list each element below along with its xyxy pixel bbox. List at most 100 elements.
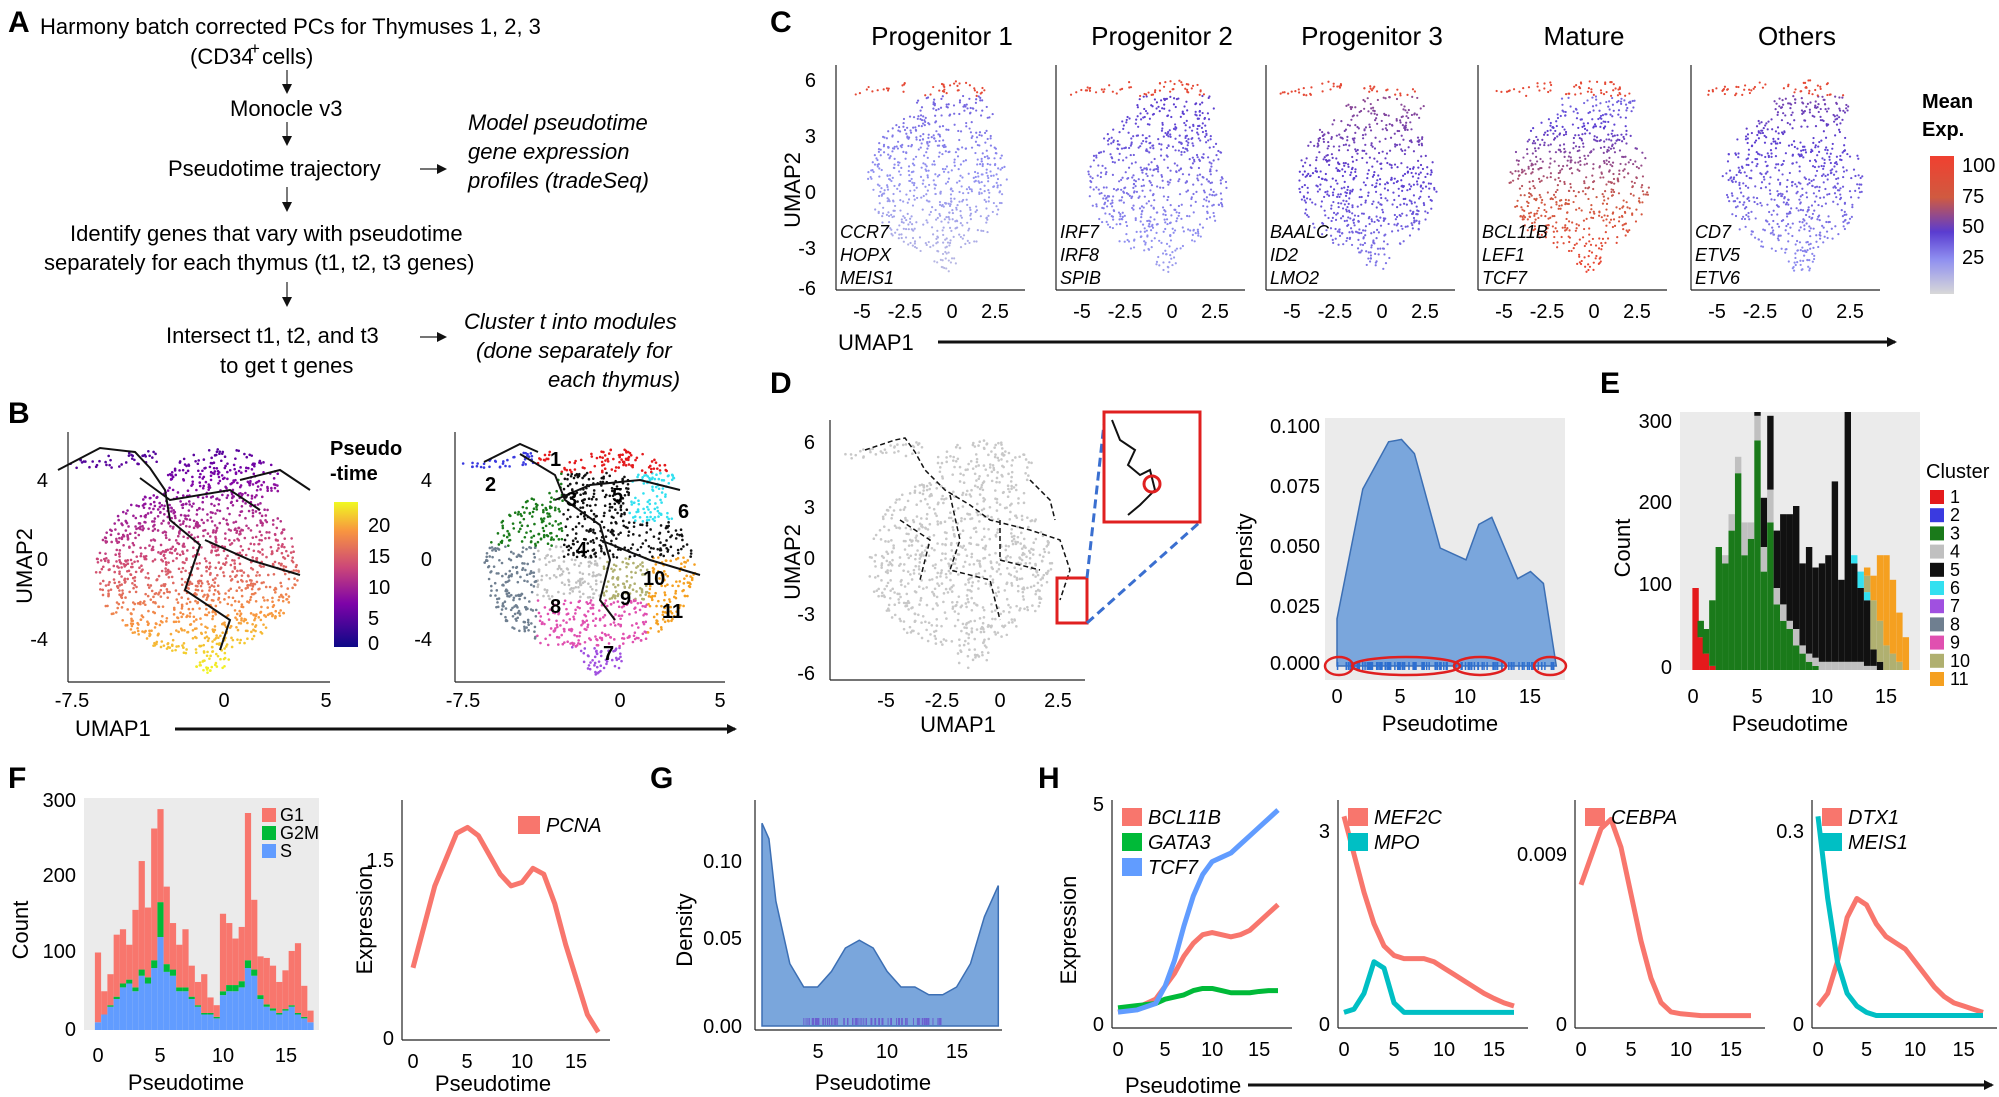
c-module-cell-point bbox=[1102, 186, 1105, 189]
c-module-cell-point bbox=[902, 221, 905, 224]
cluster-cell-point bbox=[645, 590, 649, 594]
c-module-cell-point bbox=[1346, 139, 1349, 142]
cluster-cell-point bbox=[668, 598, 671, 601]
pseudotime-cell-point bbox=[192, 526, 196, 530]
pseudotime-cell-point bbox=[137, 533, 141, 537]
cluster-cell-point bbox=[622, 632, 625, 636]
pseudotime-cell-point bbox=[121, 510, 125, 514]
pseudotime-cell-point bbox=[188, 582, 191, 586]
cluster-cell-point bbox=[545, 589, 549, 592]
pseudotime-cell-point bbox=[159, 543, 163, 547]
c-module-cell-point bbox=[1350, 190, 1354, 193]
c-module-cell-point bbox=[1377, 231, 1380, 234]
pseudotime-cell-point bbox=[173, 467, 177, 471]
c-module-cell-point bbox=[912, 116, 916, 119]
pseudotime-cell-point bbox=[136, 462, 139, 466]
cluster-cell-point bbox=[619, 453, 622, 457]
pseudotime-cell-point bbox=[237, 556, 241, 560]
pseudotime-cell-point bbox=[171, 475, 175, 479]
c-module-xtick: 0 bbox=[1166, 301, 1177, 323]
c-module-cell-point bbox=[1367, 191, 1370, 194]
cluster-cell-point bbox=[644, 593, 647, 596]
cluster-cell-point bbox=[574, 558, 577, 562]
cluster-cell-point bbox=[634, 519, 637, 522]
c-module-cell-point bbox=[1429, 182, 1433, 185]
c-module-cell-point bbox=[1184, 87, 1187, 90]
c-module-cell-point bbox=[950, 229, 953, 232]
pseudotime-cell-point bbox=[131, 541, 135, 545]
cluster-cell-point bbox=[543, 453, 547, 457]
pseudotime-cell-point bbox=[202, 458, 206, 461]
cluster-cell-point bbox=[648, 476, 651, 480]
pseudotime-cell-point bbox=[213, 470, 217, 473]
c-module-cell-point bbox=[1106, 205, 1109, 208]
c-module-cell-point bbox=[1352, 139, 1355, 142]
pseudotime-cell-point bbox=[292, 550, 295, 553]
c-module-cell-point bbox=[886, 200, 889, 203]
cluster-cell-point bbox=[533, 625, 537, 629]
cluster-cell-point bbox=[585, 504, 589, 507]
c-module-cell-point bbox=[890, 179, 893, 183]
c-module-cell-point bbox=[1181, 244, 1185, 248]
pseudotime-cell-point bbox=[259, 611, 262, 614]
cluster-cell-point bbox=[600, 547, 603, 550]
c-module-cell-point bbox=[878, 142, 881, 145]
pseudotime-cell-point bbox=[101, 579, 105, 583]
c-module-cell-point bbox=[1345, 239, 1348, 243]
pseudotime-cell-point bbox=[274, 615, 277, 619]
c-module-cell-point bbox=[908, 115, 912, 118]
c-module-cell-point bbox=[1317, 139, 1320, 142]
cluster-cell-point bbox=[639, 593, 642, 597]
pseudotime-cell-point bbox=[164, 570, 168, 573]
pseudotime-cell-point bbox=[135, 504, 138, 507]
cluster-cell-point bbox=[656, 570, 660, 573]
c-module-cell-point bbox=[1313, 226, 1316, 229]
pseudotime-cell-point bbox=[231, 570, 234, 573]
c-module-cell-point bbox=[953, 161, 956, 164]
pseudotime-cell-point bbox=[187, 500, 191, 503]
c-module-cell-point bbox=[950, 257, 954, 260]
pseudotime-cell-point bbox=[120, 575, 123, 578]
cluster-cell-point bbox=[642, 597, 646, 601]
c-module-cell-point bbox=[1116, 147, 1120, 151]
cluster-cell-point bbox=[508, 514, 512, 518]
pseudotime-cell-point bbox=[221, 666, 224, 670]
c-module-cell-point bbox=[983, 189, 986, 193]
c-module-cell-point bbox=[986, 162, 989, 166]
cluster-cell-point bbox=[676, 533, 679, 536]
pseudotime-cell-point bbox=[253, 495, 257, 499]
pseudotime-cell-point bbox=[187, 464, 191, 467]
pseudotime-cell-point bbox=[215, 497, 219, 500]
c-module-cell-point bbox=[970, 190, 974, 193]
pseudotime-cell-point bbox=[232, 521, 235, 524]
pseudotime-cell-point bbox=[204, 625, 207, 629]
pseudotime-cell-point bbox=[252, 472, 256, 476]
c-module-cell-point bbox=[916, 99, 920, 102]
cluster-cell-point bbox=[638, 608, 642, 612]
pseudotime-cell-point bbox=[215, 553, 218, 557]
cluster-cell-point bbox=[572, 553, 575, 557]
cluster-cell-point bbox=[562, 627, 566, 631]
pseudotime-cell-point bbox=[246, 493, 250, 497]
pseudotime-cell-point bbox=[215, 642, 219, 646]
cluster-cell-point bbox=[591, 603, 595, 607]
cluster-cell-point bbox=[569, 642, 572, 645]
c-module-cell-point bbox=[1142, 178, 1145, 181]
pseudotime-cell-point bbox=[103, 559, 107, 563]
cluster-cell-point bbox=[667, 530, 670, 534]
c-module-cell-point bbox=[1300, 159, 1303, 162]
cluster-cell-point bbox=[529, 452, 533, 455]
c-module-cell-point bbox=[1148, 222, 1151, 226]
c-module-cell-point bbox=[973, 240, 976, 243]
cluster-cell-point bbox=[483, 561, 486, 564]
c-module-cell-point bbox=[919, 114, 923, 117]
cluster-cell-point bbox=[649, 528, 652, 531]
c-module-cell-point bbox=[1150, 184, 1154, 187]
pseudotime-cell-point bbox=[118, 536, 121, 540]
pseudotime-cell-point bbox=[150, 589, 154, 593]
c-module-cell-point bbox=[1202, 93, 1206, 96]
c-module-cell-point bbox=[979, 99, 982, 102]
cluster-cell-point bbox=[653, 594, 657, 598]
c-module-cell-point bbox=[1134, 185, 1137, 188]
pseudotime-cell-point bbox=[214, 453, 218, 457]
